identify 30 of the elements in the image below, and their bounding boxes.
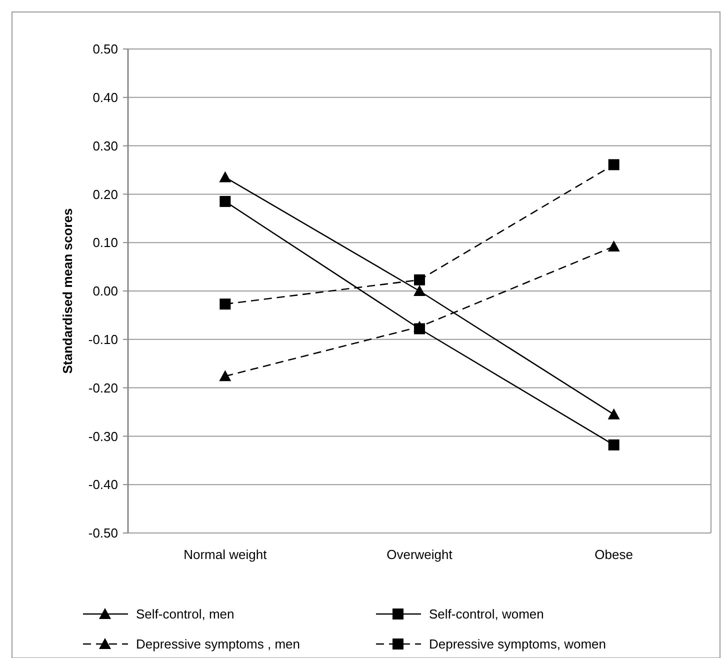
y-tick-label: 0.10 <box>92 235 118 250</box>
y-tick-label: 0.30 <box>92 138 118 154</box>
x-tick-label: Obese <box>594 547 633 562</box>
point <box>220 298 231 310</box>
y-tick-label: 0.50 <box>92 42 118 57</box>
legend-label: Depressive symptoms, women <box>429 636 606 652</box>
y-axis-title: Standardised mean scores <box>60 208 75 374</box>
point <box>414 285 426 296</box>
point <box>414 320 426 332</box>
point <box>608 240 620 252</box>
legend-label: Self-control, women <box>429 606 544 622</box>
y-tick-label: -0.10 <box>88 332 118 347</box>
y-tick-label: -0.40 <box>88 477 118 492</box>
point <box>219 171 232 182</box>
y-tick-label: -0.20 <box>88 380 118 396</box>
y-tick-label: -0.50 <box>88 526 118 541</box>
point <box>608 408 620 420</box>
legend-label: Depressive symptoms , men <box>136 636 300 652</box>
point <box>220 196 231 207</box>
y-tick-label: 0.40 <box>92 90 118 105</box>
point <box>219 370 232 382</box>
point <box>608 159 620 170</box>
point <box>414 274 425 286</box>
legend-label: Self-control, men <box>136 606 234 622</box>
y-tick-label: -0.30 <box>88 428 118 444</box>
x-tick-label: Normal weight <box>184 547 268 562</box>
y-tick-label: 0.20 <box>92 186 118 202</box>
y-tick-label: 0.00 <box>92 284 118 299</box>
x-tick-label: Overweight <box>386 547 453 562</box>
point <box>608 439 620 450</box>
